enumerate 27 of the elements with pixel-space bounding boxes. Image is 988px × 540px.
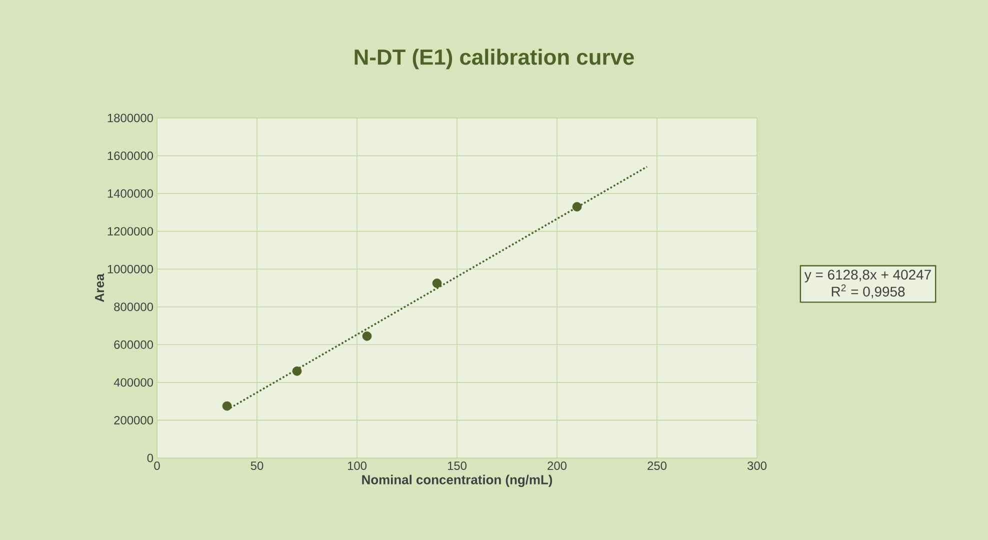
y-tick-label: 1600000 xyxy=(108,152,154,160)
x-tick-label: 0 xyxy=(154,462,160,470)
y-tick-label: 1800000 xyxy=(108,114,154,122)
text: y = 6128,8x + 40247 xyxy=(804,270,931,282)
y-tick-label: 600000 xyxy=(114,340,154,349)
y-tick-label: 800000 xyxy=(114,302,154,312)
chart-title: N-DT (E1) calibration curve xyxy=(354,48,634,70)
y-axis-title: Area xyxy=(95,274,104,302)
y-tick-label: 1000000 xyxy=(108,264,154,274)
x-tick-label: 200 xyxy=(548,462,567,470)
x-axis-title: Nominal concentration (ng/mL) xyxy=(362,474,552,487)
x-tick-label: 150 xyxy=(448,462,467,470)
point xyxy=(222,401,232,411)
point xyxy=(362,331,372,341)
y-tick-label: 200000 xyxy=(114,416,154,424)
point xyxy=(572,202,582,212)
point xyxy=(432,278,442,288)
point xyxy=(292,366,302,376)
y-tick-label: 1200000 xyxy=(108,227,154,236)
y-tick-label: 0 xyxy=(147,454,154,462)
text: R$^{2}$ = 0,9958 xyxy=(832,284,905,298)
y-tick-label: 400000 xyxy=(114,378,154,387)
x-tick-label: 250 xyxy=(648,462,667,470)
x-tick-label: 100 xyxy=(348,462,367,470)
y-tick-label: 1400000 xyxy=(108,189,154,198)
x-tick-label: 50 xyxy=(250,462,264,470)
x-tick-label: 300 xyxy=(747,462,767,470)
